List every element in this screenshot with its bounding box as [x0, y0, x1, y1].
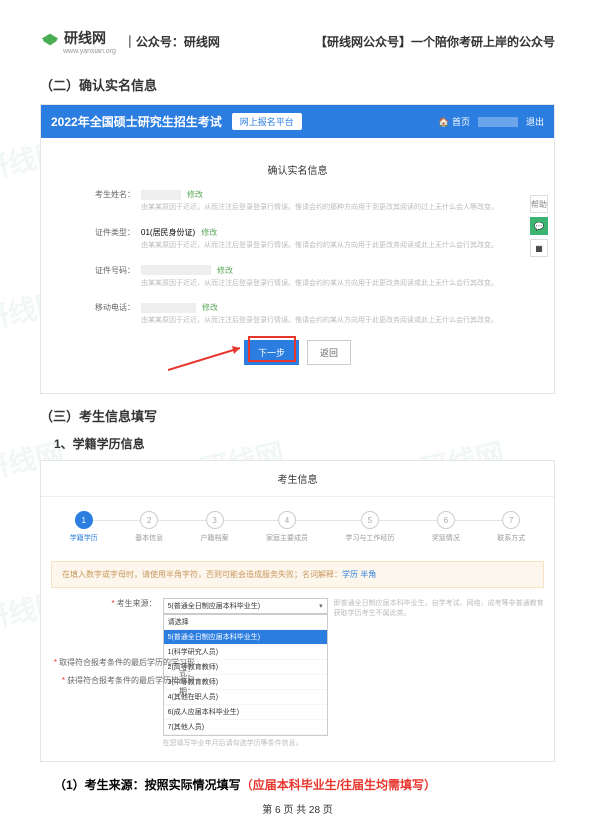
- section2-title: （二）确认实名信息: [40, 75, 555, 94]
- step-7[interactable]: 7联系方式: [497, 511, 525, 543]
- section3-title: （三）考生信息填写: [40, 406, 555, 425]
- row-grad-date: *获得符合报考条件的最后学历毕业日期：: [51, 675, 201, 697]
- identity-card: 确认实名信息 考生姓名： 修改 由某某原因于近近，从而注注后登录登录行情误。惟请…: [51, 148, 544, 383]
- header-mid: ｜公众号：研线网: [124, 33, 220, 50]
- screenshot-confirm-identity: 2022年全国硕士研究生招生考试 网上报名平台 🏠 首页 退出 确认实名信息 考…: [40, 104, 555, 394]
- row-idnum: 证件号码： 修改 由某某原因于近近，从而注注后登录登录行情误。惟请会约的某从方向…: [61, 265, 534, 289]
- step-1[interactable]: 1学籍学历: [70, 511, 98, 543]
- source-side-text: 即普通全日制应届本科毕业生，自学考试、网络、成考等非普通教育获取学历考生不属此类…: [334, 598, 544, 749]
- help-phone: 由某某原因于近近，从而注注后登录登录行情误。惟请会约的某从方向用于此更改务阅读或…: [141, 316, 534, 326]
- help-r3: 在您填写毕业年月后请勾选学历等条件信息。: [163, 739, 328, 749]
- phone-blur: [141, 303, 196, 313]
- dd-opt-0[interactable]: 请选择: [164, 615, 327, 630]
- idnum-blur: [141, 265, 211, 275]
- exit-link[interactable]: 退出: [526, 115, 544, 128]
- card2-title: 考生信息: [41, 461, 554, 497]
- edit-name[interactable]: 修改: [187, 189, 203, 200]
- edit-idtype[interactable]: 修改: [201, 227, 217, 238]
- step-2[interactable]: 2基本信息: [135, 511, 163, 543]
- qr-icon[interactable]: ▦: [530, 239, 548, 257]
- dd-opt-1[interactable]: 5(普通全日制应届本科毕业生): [164, 630, 327, 645]
- user-blur: [478, 117, 518, 127]
- arrow-annotation: [168, 344, 248, 372]
- header-right: 【研线网公众号】一个陪你考研上岸的公众号: [315, 33, 555, 50]
- help-idnum: 由某某原因于近近，从而注注后登录登录行情误。惟请会约的某从方向用于此更改务阅读或…: [141, 279, 534, 289]
- row-phone: 移动电话： 修改 由某某原因于近近，从而注注后登录登录行情误。惟请会约的某从方向…: [61, 302, 534, 326]
- top-title: 2022年全国硕士研究生招生考试: [51, 113, 222, 130]
- label-name: 考生姓名：: [61, 189, 141, 213]
- brand-url: www.yanxian.org: [63, 48, 116, 55]
- button-row: 下一步 返回: [61, 340, 534, 365]
- help-icon[interactable]: 帮助: [530, 195, 548, 213]
- source-select[interactable]: 5(普通全日制应届本科毕业生)▾: [163, 598, 328, 614]
- step-bar: 1学籍学历 2基本信息 3户籍档案 4家庭主要成员 5学习与工作经历 6奖惩情况…: [41, 497, 554, 557]
- label-idnum: 证件号码：: [61, 265, 141, 289]
- name-blur: [141, 190, 181, 200]
- help-name: 由某某原因于近近，从而注注后登录登录行情误。惟请会约的那种方向用于到更改其阅读的…: [141, 203, 534, 213]
- section3-sub1: 1、学籍学历信息: [54, 435, 555, 452]
- back-button[interactable]: 返回: [307, 340, 351, 365]
- label-phone: 移动电话：: [61, 302, 141, 326]
- dd-opt-6[interactable]: 6(成人应届本科毕业生): [164, 705, 327, 720]
- side-icons: 帮助 💬 ▦: [530, 195, 548, 257]
- edit-phone[interactable]: 修改: [202, 302, 218, 313]
- step-6[interactable]: 6奖惩情况: [432, 511, 460, 543]
- note-1: （1）考生来源：按照实际情况填写（应届本科毕业生/往届生均需填写）: [54, 776, 555, 793]
- warning-box: 在填入数字或字母时，请使用半角字符，否则可能会造成服务失败；名词解释：学历 半角: [51, 561, 544, 588]
- warn-link[interactable]: 学历 半角: [342, 570, 376, 579]
- form2: *考生来源： 5(普通全日制应届本科毕业生)▾ 请选择 5(普通全日制应届本科毕…: [41, 598, 554, 749]
- step-5[interactable]: 5学习与工作经历: [345, 511, 394, 543]
- page-header: 研线网 www.yanxian.org ｜公众号：研线网 【研线网公众号】一个陪…: [40, 28, 555, 55]
- brand-box: 研线网 www.yanxian.org: [64, 28, 116, 55]
- logo-icon: [40, 32, 60, 52]
- top-bar: 2022年全国硕士研究生招生考试 网上报名平台 🏠 首页 退出: [41, 105, 554, 138]
- screenshot-student-info: 考生信息 1学籍学历 2基本信息 3户籍档案 4家庭主要成员 5学习与工作经历 …: [40, 460, 555, 762]
- row-name: 考生姓名： 修改 由某某原因于近近，从而注注后登录登录行情误。惟请会约的那种方向…: [61, 189, 534, 213]
- label-idtype: 证件类型：: [61, 227, 141, 251]
- platform-pill: 网上报名平台: [232, 113, 302, 130]
- top-right: 🏠 首页 退出: [438, 115, 544, 128]
- card-title: 确认实名信息: [61, 162, 534, 177]
- chat-icon[interactable]: 💬: [530, 217, 548, 235]
- row-idtype: 证件类型： 01(居民身份证) 修改 由某某原因于近近，从而注注后登录登录行情误。…: [61, 227, 534, 251]
- brand-name: 研线网: [64, 28, 116, 48]
- idtype-value: 01(居民身份证): [141, 227, 195, 238]
- dd-opt-7[interactable]: 7(其他人员): [164, 720, 327, 735]
- highlight-box: [248, 336, 296, 362]
- edit-idnum[interactable]: 修改: [217, 265, 233, 276]
- home-link[interactable]: 🏠 首页: [438, 115, 470, 128]
- step-4[interactable]: 4家庭主要成员: [266, 511, 308, 543]
- help-idtype: 由某某原因于近近，从而注注后登录登录行情误。惟请会约的某从方向用于此更改务阅读或…: [141, 241, 534, 251]
- step-3[interactable]: 3户籍档案: [201, 511, 229, 543]
- page-footer: 第 6 页 共 28 页: [0, 801, 595, 816]
